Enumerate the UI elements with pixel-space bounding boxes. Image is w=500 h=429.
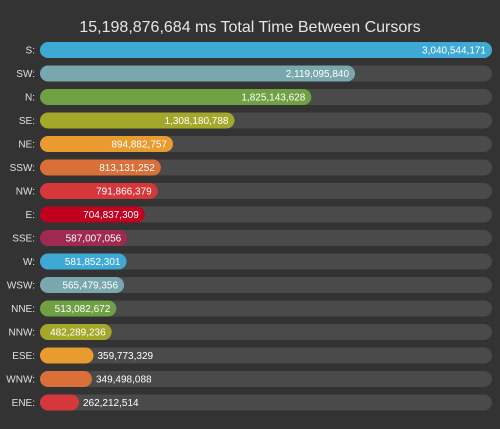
- bar-track: [40, 324, 492, 340]
- data-label: 513,082,672: [55, 304, 111, 315]
- bar-s[interactable]: [40, 42, 492, 58]
- bar-wsw[interactable]: [40, 277, 125, 293]
- data-label: 894,882,757: [111, 140, 167, 151]
- bar-ne[interactable]: [40, 136, 174, 152]
- data-label: 1,825,143,628: [241, 93, 305, 104]
- category-label: WSW:: [7, 281, 35, 292]
- bar-w[interactable]: [40, 253, 127, 270]
- bar-se[interactable]: [40, 112, 235, 129]
- category-label: SSW:: [10, 163, 35, 174]
- data-label: 1,308,180,788: [165, 116, 229, 127]
- data-label: 587,007,056: [66, 234, 122, 245]
- bar-nne[interactable]: [40, 300, 117, 317]
- data-label: 482,289,236: [50, 328, 106, 339]
- bar-ene[interactable]: [40, 394, 79, 411]
- bar-nnw[interactable]: [40, 324, 112, 340]
- bar-sw[interactable]: [40, 65, 356, 82]
- data-label: 565,479,356: [62, 281, 118, 292]
- data-label: 262,212,514: [83, 398, 139, 409]
- bar-track: [40, 347, 492, 364]
- bar-track: [40, 300, 492, 317]
- data-label: 3,040,544,171: [422, 46, 486, 57]
- data-label: 704,837,309: [83, 210, 139, 221]
- bar-track: [40, 206, 492, 223]
- category-label: NNE:: [11, 304, 35, 315]
- data-label: 2,119,095,840: [286, 69, 350, 80]
- bar-rows: S: 3,040,544,171 SW: 2,119,095,840 N: 1,825,1…: [6, 42, 492, 411]
- bar-wnw[interactable]: [40, 371, 92, 387]
- data-label: 359,773,329: [97, 351, 153, 362]
- category-label: E:: [26, 210, 35, 221]
- data-label: 349,498,088: [96, 375, 152, 386]
- bar-track: [40, 253, 492, 270]
- category-label: W:: [23, 257, 35, 268]
- data-label: 791,866,379: [96, 187, 152, 198]
- category-label: WNW:: [6, 375, 35, 386]
- bar-track: [40, 277, 492, 293]
- bar-ese[interactable]: [40, 347, 94, 364]
- bar-sse[interactable]: [40, 230, 128, 246]
- category-label: N:: [25, 93, 35, 104]
- category-label: SSE:: [12, 234, 35, 245]
- category-label: ENE:: [12, 398, 35, 409]
- chart-title: 15,198,876,684 ms Total Time Between Cur…: [79, 19, 420, 36]
- bar-track: [40, 371, 492, 387]
- category-label: SW:: [16, 69, 35, 80]
- category-label: NNW:: [9, 328, 35, 339]
- category-label: S:: [26, 46, 35, 57]
- bar-e[interactable]: [40, 206, 145, 223]
- category-label: NE:: [18, 140, 35, 151]
- bar-n[interactable]: [40, 89, 312, 105]
- category-label: NW:: [16, 187, 35, 198]
- bar-track: [40, 394, 492, 411]
- category-label: ESE:: [12, 351, 35, 362]
- data-label: 581,852,301: [65, 257, 121, 268]
- category-label: SE:: [19, 116, 35, 127]
- data-label: 813,131,252: [99, 163, 155, 174]
- bar-nw[interactable]: [40, 183, 158, 199]
- bar-track: [40, 230, 492, 246]
- bar-ssw[interactable]: [40, 159, 161, 176]
